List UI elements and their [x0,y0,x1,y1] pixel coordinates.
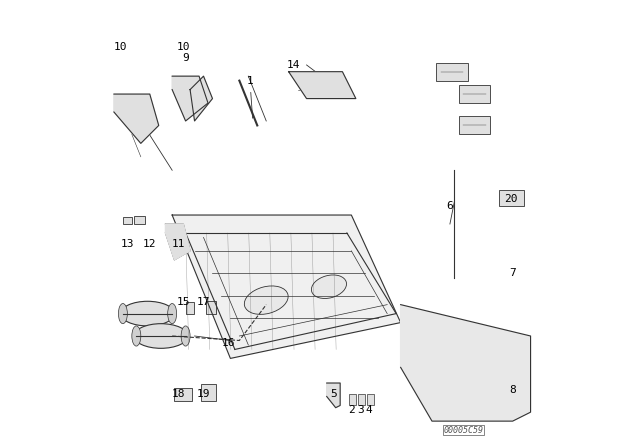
Text: 18: 18 [172,389,186,399]
Text: 16: 16 [221,338,235,348]
Text: 13: 13 [120,239,134,249]
Bar [486,366,506,376]
Ellipse shape [118,304,127,323]
Bar [459,116,490,134]
Bar [206,301,216,314]
Bar [459,85,490,103]
Polygon shape [165,224,190,260]
Text: 19: 19 [196,389,211,399]
Text: 00005C59: 00005C59 [444,426,483,435]
Bar [499,190,524,206]
Text: 8: 8 [509,385,516,395]
Text: 14: 14 [286,60,300,70]
Bar [367,394,374,405]
Polygon shape [401,305,531,421]
Ellipse shape [168,304,177,323]
Ellipse shape [132,326,141,346]
Text: 4: 4 [366,405,372,415]
Text: 1: 1 [247,76,254,86]
Text: 17: 17 [196,297,211,307]
Bar [486,389,506,399]
Text: 7: 7 [509,268,516,278]
Text: 10: 10 [177,42,190,52]
Polygon shape [289,72,356,99]
Bar [349,394,356,405]
Polygon shape [172,215,401,358]
Ellipse shape [181,326,190,346]
Bar [454,353,475,363]
Ellipse shape [121,301,174,326]
Ellipse shape [244,286,288,314]
Bar [358,394,365,405]
Polygon shape [172,76,208,121]
Bar [186,302,194,314]
Text: 10: 10 [114,42,127,52]
Bar [454,380,475,390]
Text: 12: 12 [143,239,157,249]
Text: 11: 11 [172,239,186,249]
Polygon shape [327,383,340,408]
Polygon shape [190,76,212,121]
Text: 15: 15 [177,297,190,307]
Bar [134,216,145,224]
Text: 20: 20 [504,194,517,204]
Text: 3: 3 [357,405,364,415]
Bar [174,388,192,401]
Text: 2: 2 [348,405,355,415]
Text: 6: 6 [447,201,453,211]
Ellipse shape [312,275,346,298]
Bar [202,384,216,401]
Text: 9: 9 [182,53,189,63]
Ellipse shape [134,323,188,349]
Text: 5: 5 [330,389,337,399]
Bar [436,63,468,81]
Polygon shape [114,94,159,143]
Bar [497,387,515,396]
Bar [123,217,132,224]
